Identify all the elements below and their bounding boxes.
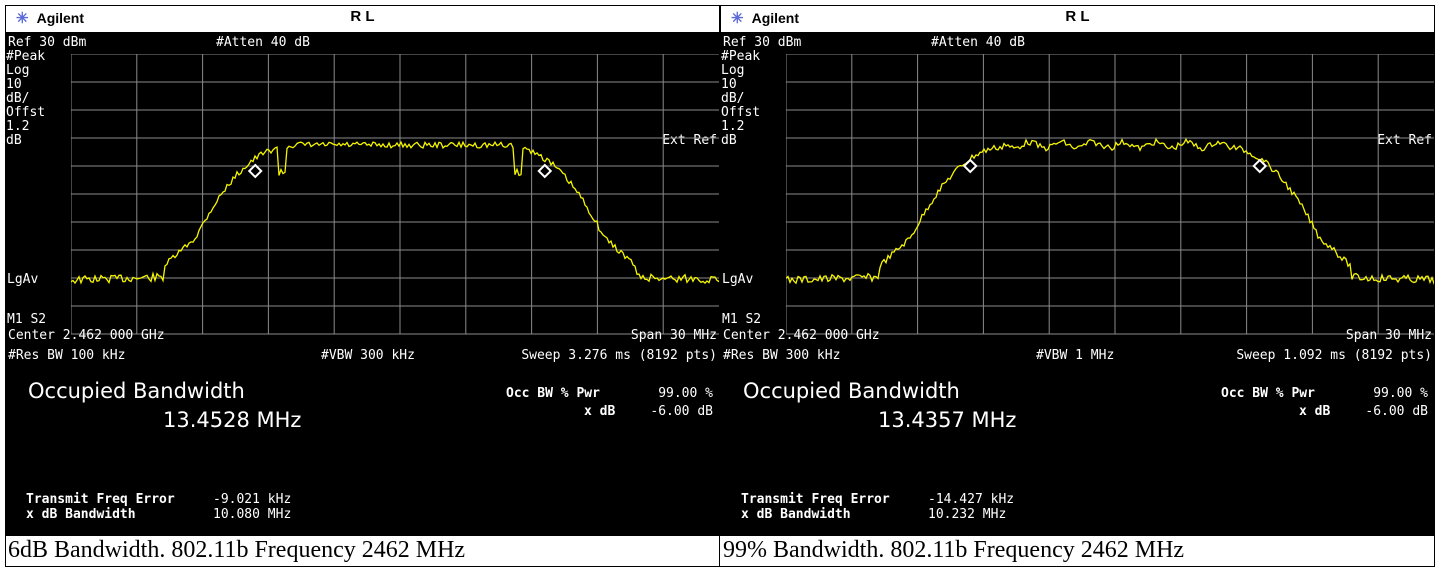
side-label: dB/ (6, 91, 30, 106)
occ-bw-pwr-value: 99.00 % (1373, 386, 1428, 401)
side-label: Offst (721, 105, 761, 120)
side-label: 10 (6, 77, 22, 92)
occ-bw-pwr-value: 99.00 % (658, 386, 713, 401)
lgav-label: LgAv (722, 272, 754, 287)
ref-level: Ref 30 dBm (723, 35, 802, 50)
spectrum-trace (71, 140, 719, 285)
xdb-bandwidth-label: x dB Bandwidth (26, 507, 136, 522)
caption-table (5, 534, 1435, 567)
diamond-marker-icon (1252, 158, 1268, 174)
attenuation: #Atten 40 dB (216, 35, 310, 50)
occ-bw-pwr-label: Occ BW % Pwr (1221, 386, 1315, 401)
caption-divider (719, 534, 720, 566)
diamond-marker-icon (537, 163, 553, 179)
center-frequency: Center 2.462 000 GHz (723, 328, 880, 343)
occ-bw-pwr-label: Occ BW % Pwr (506, 386, 600, 401)
mode-indicator: R L (1065, 8, 1090, 25)
brand-label: Agilent (36, 10, 85, 26)
side-label: #Peak (721, 49, 761, 64)
side-label: 10 (721, 77, 737, 92)
xdb-label: x dB (584, 404, 616, 419)
side-label: dB (6, 133, 22, 148)
graticule (71, 54, 719, 335)
diamond-marker-icon (247, 163, 263, 179)
side-label: dB (721, 133, 737, 148)
analyzer-screen-left: ✳ Agilent R L Ref 30 dBm #Atten 40 dB #Pe… (5, 5, 720, 536)
sweep: Sweep 1.092 ms (8192 pts) (1236, 348, 1432, 363)
attenuation: #Atten 40 dB (931, 35, 1025, 50)
center-frequency: Center 2.462 000 GHz (8, 328, 165, 343)
occupied-bandwidth-value: 13.4528 MHz (163, 408, 302, 432)
occupied-bandwidth-title: Occupied Bandwidth (28, 379, 245, 403)
xdb-bandwidth-value: 10.232 MHz (928, 507, 1007, 522)
brand: ✳ Agilent (16, 9, 84, 27)
caption-right: 99% Bandwidth. 802.11b Frequency 2462 MH… (723, 537, 1185, 563)
xdb-bandwidth-value: 10.080 MHz (213, 507, 292, 522)
spectrum-trace (786, 137, 1434, 286)
vbw: #VBW 1 MHz (1036, 348, 1115, 363)
ref-level: Ref 30 dBm (8, 35, 87, 50)
side-label: Log (721, 63, 745, 78)
title-bar: ✳ Agilent R L (721, 6, 1434, 32)
xdb-value: -6.00 dB (650, 404, 713, 419)
graticule (786, 54, 1434, 335)
transmit-freq-error-value: -14.427 kHz (928, 492, 1015, 507)
vbw: #VBW 300 kHz (321, 348, 415, 363)
res-bw: #Res BW 100 kHz (8, 348, 126, 363)
brand: ✳ Agilent (731, 9, 799, 27)
side-labels: #Peak Log 10 dB/ Offst 1.2 dB (6, 50, 45, 148)
xdb-value: -6.00 dB (1365, 404, 1428, 419)
sweep: Sweep 3.276 ms (8192 pts) (521, 348, 717, 363)
transmit-freq-error-value: -9.021 kHz (213, 492, 292, 507)
side-label: 1.2 (6, 119, 30, 134)
lgav-label: LgAv (7, 272, 39, 287)
side-label: dB/ (721, 91, 745, 106)
diamond-marker-icon (962, 158, 978, 174)
agilent-star-icon: ✳ (16, 10, 29, 27)
mode-indicator: R L (350, 8, 375, 25)
ext-ref-label: Ext Ref (662, 133, 717, 148)
xdb-label: x dB (1299, 404, 1331, 419)
occupied-bandwidth-value: 13.4357 MHz (878, 408, 1017, 432)
side-label: Log (6, 63, 30, 78)
m1s2-label: M1 S2 (7, 312, 47, 327)
occupied-bandwidth-title: Occupied Bandwidth (743, 379, 960, 403)
side-label: #Peak (6, 49, 46, 64)
m1s2-label: M1 S2 (722, 312, 762, 327)
spectrum-plot (786, 54, 1434, 335)
xdb-bandwidth-label: x dB Bandwidth (741, 507, 851, 522)
transmit-freq-error-label: Transmit Freq Error (741, 492, 890, 507)
ext-ref-label: Ext Ref (1377, 133, 1432, 148)
transmit-freq-error-label: Transmit Freq Error (26, 492, 175, 507)
side-label: 1.2 (721, 119, 745, 134)
side-labels: #Peak Log 10 dB/ Offst 1.2 dB (721, 50, 760, 148)
spectrum-plot (71, 54, 719, 335)
res-bw: #Res BW 300 kHz (723, 348, 841, 363)
agilent-star-icon: ✳ (731, 10, 744, 27)
title-bar: ✳ Agilent R L (6, 6, 719, 32)
brand-label: Agilent (751, 10, 800, 26)
span: Span 30 MHz (630, 328, 717, 343)
side-label: Offst (6, 105, 46, 120)
caption-left: 6dB Bandwidth. 802.11b Frequency 2462 MH… (8, 537, 466, 563)
analyzer-screen-right: ✳ Agilent R L Ref 30 dBm #Atten 40 dB #Pe… (720, 5, 1435, 536)
span: Span 30 MHz (1345, 328, 1432, 343)
